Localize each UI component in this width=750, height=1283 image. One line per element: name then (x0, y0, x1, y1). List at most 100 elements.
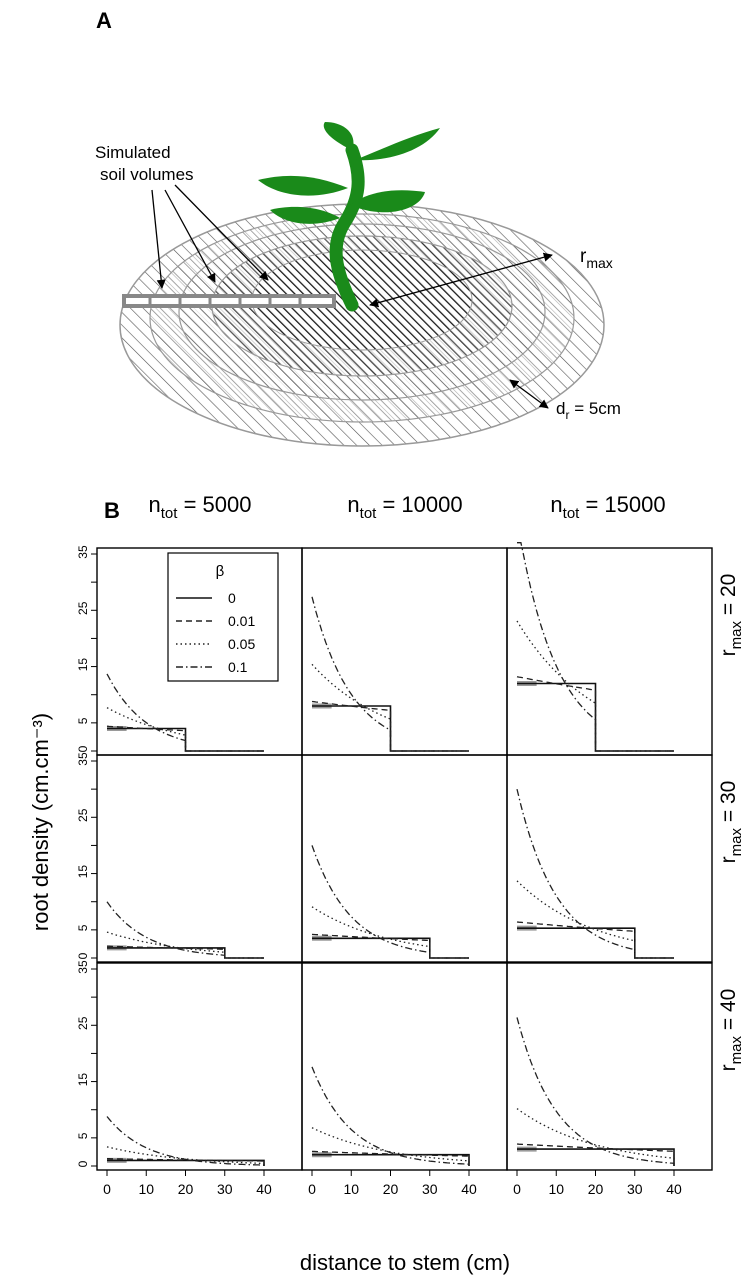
x-tick-label: 20 (383, 1181, 399, 1197)
panel-b-letter: B (104, 498, 120, 523)
legend-box (167, 552, 279, 682)
soil-volumes-label: soil volumes (100, 165, 194, 184)
x-tick-label: 30 (627, 1181, 643, 1197)
dr-label: dr = 5cm (556, 399, 621, 422)
x-tick-label: 40 (461, 1181, 477, 1197)
y-tick-label: 35 (76, 752, 90, 766)
arrow (151, 189, 166, 289)
series-line-beta-0.01 (107, 945, 264, 959)
x-tick-label: 10 (343, 1181, 359, 1197)
panel-frame (301, 754, 508, 963)
row-header: rmax = 40 (717, 989, 745, 1072)
col-header: ntot = 5000 (149, 492, 252, 522)
rmax-arrow (369, 252, 553, 308)
x-tick-label: 0 (103, 1181, 111, 1197)
y-tick-label: 5 (76, 924, 90, 931)
y-tick-label: 5 (76, 717, 90, 724)
series-line-beta-0.1 (311, 1066, 470, 1166)
legend-title: β (216, 563, 225, 580)
panel-a-letter: A (96, 8, 112, 33)
series-line-beta-0 (517, 682, 674, 752)
y-tick-label: 15 (76, 658, 90, 672)
series-line-beta-0.05 (516, 1108, 675, 1166)
x-tick-label: 40 (666, 1181, 682, 1197)
y-tick-label: 35 (76, 545, 90, 559)
series-line-beta-0 (312, 937, 469, 959)
y-tick-label: 0 (76, 745, 90, 752)
legend-label: 0.01 (228, 613, 255, 629)
series-line-beta-0.1 (311, 845, 469, 959)
series-line-beta-0.1 (517, 542, 674, 752)
series-line-beta-0.01 (106, 725, 264, 752)
series-line-beta-0.1 (106, 901, 264, 959)
panel-a: A Simulated soil volumes (95, 8, 621, 447)
y-tick-label: 5 (76, 1132, 90, 1139)
panel-frame (506, 754, 713, 963)
col-header: ntot = 15000 (550, 492, 665, 522)
plant-stem (329, 143, 365, 312)
y-tick-label: 0 (76, 1160, 90, 1167)
panel-frame (301, 962, 508, 1171)
series-line-beta-0.05 (311, 906, 469, 959)
x-tick-label: 10 (548, 1181, 564, 1197)
series-line-beta-0 (517, 927, 674, 959)
x-tick-label: 0 (308, 1181, 316, 1197)
plant-leaf (355, 128, 440, 161)
series-line-beta-0.05 (106, 707, 264, 752)
series-line-beta-0.05 (516, 880, 674, 959)
series-line-beta-0.1 (311, 596, 469, 752)
x-tick-label: 10 (138, 1181, 154, 1197)
legend-label: 0.05 (228, 636, 255, 652)
panel-frame (301, 547, 508, 756)
legend-label: 0.1 (228, 659, 248, 675)
y-axis-label: root density (cm.cm⁻³) (28, 713, 53, 931)
y-tick-label: 35 (76, 960, 90, 974)
y-tick-label: 15 (76, 865, 90, 879)
series-line-beta-0.05 (311, 663, 469, 752)
soil-volume-arrows (151, 184, 269, 289)
legend-label: 0 (228, 590, 236, 606)
x-tick-label: 20 (588, 1181, 604, 1197)
series-line-beta-0.01 (311, 700, 469, 752)
panel-frame (96, 962, 303, 1171)
y-tick-label: 25 (76, 601, 90, 615)
series-line-beta-0.05 (106, 1146, 265, 1166)
series-line-beta-0.01 (311, 933, 469, 959)
plant-icon (258, 122, 440, 312)
panel-frame (506, 962, 713, 1171)
series-line-beta-0 (107, 947, 264, 959)
x-tick-label: 40 (256, 1181, 272, 1197)
soil-volume-segments (122, 294, 336, 308)
series-line-beta-0.01 (312, 1150, 470, 1166)
plant-leaf (350, 190, 425, 213)
x-tick-label: 20 (178, 1181, 194, 1197)
plant-leaf (270, 206, 340, 224)
series-line-beta-0.01 (516, 1143, 675, 1166)
series-line-beta-0.05 (311, 1127, 470, 1166)
panel-frame (96, 754, 303, 963)
y-tick-label: 15 (76, 1073, 90, 1087)
arrow (164, 189, 216, 283)
x-axis-label: distance to stem (cm) (300, 1250, 510, 1275)
series-line-beta-0.05 (106, 931, 264, 959)
x-tick-label: 30 (217, 1181, 233, 1197)
arrow (174, 184, 269, 281)
series-line-beta-0.1 (106, 1116, 265, 1166)
row-header: rmax = 20 (717, 574, 745, 657)
y-tick-label: 25 (76, 808, 90, 822)
panel-b: B ntot = 5000 ntot = 10000 ntot = 15000 … (28, 492, 745, 1275)
x-tick-label: 0 (513, 1181, 521, 1197)
y-tick-label: 25 (76, 1016, 90, 1030)
soil-volume-bar (122, 294, 336, 308)
plant-leaf (258, 175, 348, 196)
plant-leaf (323, 122, 354, 150)
row-header: rmax = 30 (717, 781, 745, 864)
series-line-beta-0.01 (516, 676, 674, 752)
simulated-label: Simulated (95, 143, 171, 162)
series-line-beta-0.1 (516, 1017, 675, 1166)
y-tick-label: 0 (76, 952, 90, 959)
series-line-beta-0 (517, 1148, 675, 1166)
series-line-beta-0.1 (516, 788, 674, 959)
